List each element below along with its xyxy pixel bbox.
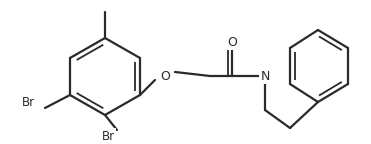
Text: O: O <box>227 36 237 49</box>
Text: O: O <box>160 70 170 83</box>
Text: Br: Br <box>101 129 115 143</box>
Text: Br: Br <box>22 96 35 109</box>
Text: N: N <box>260 70 270 83</box>
